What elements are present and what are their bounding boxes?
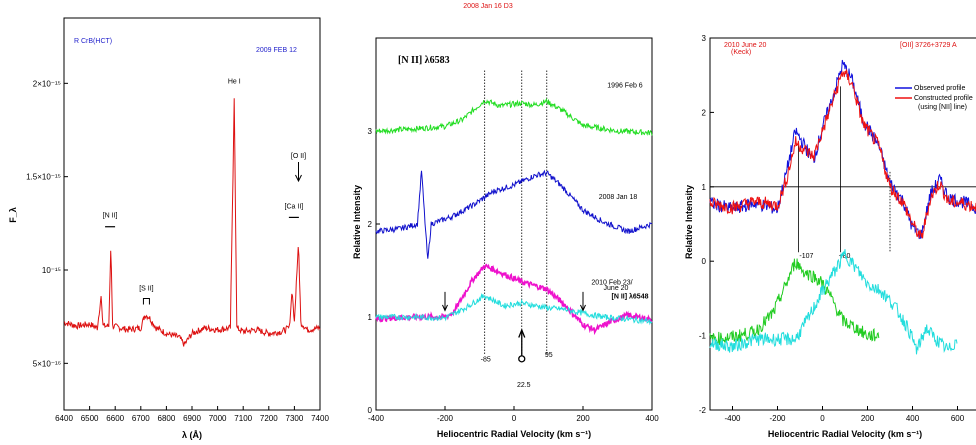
middle-x-tick-label: -200 <box>437 414 454 423</box>
middle-y-axis-label: Relative Intensity <box>352 185 362 259</box>
right-x-tick-label: 0 <box>820 414 825 423</box>
middle-y-tick-label: 3 <box>368 127 373 136</box>
right-legend-label: (using [NII] line) <box>918 104 967 111</box>
middle-series-line <box>375 97 653 136</box>
right-series-line <box>709 258 880 347</box>
right-plot-frame <box>709 37 976 411</box>
middle-x-tick-label: 400 <box>645 414 659 423</box>
middle-wing-arrowhead <box>442 304 448 312</box>
middle-marker-label: 22.5 <box>517 382 531 389</box>
left-x-axis-label: λ (Å) <box>182 430 202 440</box>
left-y-tick-label: 10⁻¹⁵ <box>42 266 61 275</box>
right-axis-ticks: -400 -200 0 200 400 600 -2 -1 0 1 2 3 <box>699 34 965 423</box>
right-marker-label: +80 <box>839 253 851 260</box>
right-vertical-markers: -107 +80 <box>710 86 976 260</box>
right-x-tick-label: 600 <box>951 414 965 423</box>
right-legend-label: Constructed profile <box>914 95 973 102</box>
top-caption: 2008 Jan 16 D3 <box>463 3 513 10</box>
left-x-tick-label: 7200 <box>260 414 278 423</box>
middle-y-tick-label: 2 <box>368 220 373 229</box>
panel-left: 6400 6500 6600 6700 6800 6900 7000 7100 7200 7300… <box>8 17 329 440</box>
right-y-axis-label: Relative Intensity <box>684 185 694 259</box>
left-emission-bracket <box>142 298 150 305</box>
left-emission-label: [S II] <box>139 286 153 293</box>
middle-x-tick-label: 0 <box>512 414 517 423</box>
middle-series-lines <box>375 97 653 336</box>
left-y-axis-label: F_λ <box>8 207 18 223</box>
panel-middle: -400 -200 0 200 400 0 1 2 3 -85 95 22.5 [N II] λ65… <box>352 37 660 439</box>
left-x-tick-label: 7100 <box>234 414 252 423</box>
middle-title: [N II] λ6583 <box>398 55 450 66</box>
left-y-tick-label: 2×10⁻¹⁵ <box>33 79 61 88</box>
left-x-tick-label: 6700 <box>132 414 150 423</box>
middle-y-tick-label: 1 <box>368 313 373 322</box>
middle-marker-label: -85 <box>481 357 491 364</box>
middle-marker-label: 95 <box>545 352 553 359</box>
left-x-tick-label: 6900 <box>183 414 201 423</box>
middle-series-label: 2008 Jan 18 <box>599 194 638 201</box>
right-marker-label: -107 <box>799 253 813 260</box>
right-x-axis-label: Heliocentric Radial Velocity (km s⁻¹) <box>768 429 922 439</box>
left-emission-label: [O II] <box>291 153 306 160</box>
middle-x-tick-label: 200 <box>576 414 590 423</box>
middle-series-line <box>375 292 653 326</box>
panel-right: -400 -200 0 200 400 600 -2 -1 0 1 2 3 -107 +80 Helio… <box>684 34 976 439</box>
middle-series-labels: 1996 Feb 6 2008 Jan 18 2010 Feb 23/June 20… <box>591 82 648 300</box>
left-x-tick-label: 6400 <box>55 414 73 423</box>
right-y-tick-label: 3 <box>702 34 707 43</box>
middle-series-label: June 20 <box>604 285 629 292</box>
right-series-line <box>709 69 976 239</box>
left-y-tick-label: 1.5×10⁻¹⁵ <box>26 173 61 182</box>
left-emission-label: [N II] <box>103 213 118 220</box>
right-x-tick-label: 200 <box>861 414 875 423</box>
left-emission-label: He I <box>228 78 241 85</box>
left-x-tick-label: 7400 <box>311 414 329 423</box>
left-axis-ticks: 6400 6500 6600 6700 6800 6900 7000 7100 7200 7300… <box>26 79 329 423</box>
middle-series-label: 2010 Feb 23/ <box>591 279 632 286</box>
left-y-tick-label: 5×10⁻¹⁶ <box>33 359 61 368</box>
right-series-lines <box>709 59 976 355</box>
right-y-tick-label: 1 <box>702 183 707 192</box>
middle-x-tick-label: -400 <box>368 414 385 423</box>
middle-vertical-markers: -85 95 22.5 <box>442 70 586 389</box>
middle-systemic-circle <box>518 355 526 363</box>
right-x-tick-label: 400 <box>906 414 920 423</box>
left-x-tick-label: 6500 <box>81 414 99 423</box>
middle-y-tick-label: 0 <box>368 406 373 415</box>
right-annotation-date: 2010 June 20 <box>724 42 767 49</box>
left-x-tick-label: 6600 <box>106 414 124 423</box>
right-series-line <box>709 249 958 355</box>
right-legend: Observed profile Constructed profile (usin… <box>895 85 973 111</box>
right-y-tick-label: 2 <box>702 108 707 117</box>
middle-wing-arrowhead <box>580 304 586 312</box>
right-annotation-line: [OII] 3726+3729 A <box>900 42 957 49</box>
left-x-tick-label: 7300 <box>286 414 304 423</box>
right-x-tick-label: -400 <box>724 414 741 423</box>
left-x-tick-label: 6800 <box>158 414 176 423</box>
left-date-label: 2009 FEB 12 <box>256 47 297 54</box>
middle-axis-ticks: -400 -200 0 200 400 0 1 2 3 <box>368 127 660 423</box>
middle-x-axis-label: Heliocentric Radial Velocity (km s⁻¹) <box>437 429 591 439</box>
middle-series-line <box>375 169 653 259</box>
right-y-tick-label: -1 <box>699 332 707 341</box>
right-x-tick-label: -200 <box>769 414 786 423</box>
middle-series-label: 1996 Feb 6 <box>607 82 643 89</box>
middle-series-label: [N II] λ6548 <box>612 292 649 300</box>
right-y-tick-label: 0 <box>702 257 707 266</box>
left-spectrum-line <box>63 98 321 347</box>
right-annotation-telescope: (Keck) <box>731 49 751 56</box>
left-x-tick-label: 7000 <box>209 414 227 423</box>
left-emission-arrowhead <box>295 174 302 183</box>
middle-systemic-arrowhead <box>518 328 526 338</box>
left-line-labels: [N II] [S II] He I [O II] [Ca II] <box>103 78 306 305</box>
right-legend-label: Observed profile <box>914 85 965 92</box>
left-object-label: R CrB(HCT) <box>74 38 112 45</box>
left-emission-label: [Ca II] <box>285 203 304 210</box>
right-y-tick-label: -2 <box>699 406 707 415</box>
